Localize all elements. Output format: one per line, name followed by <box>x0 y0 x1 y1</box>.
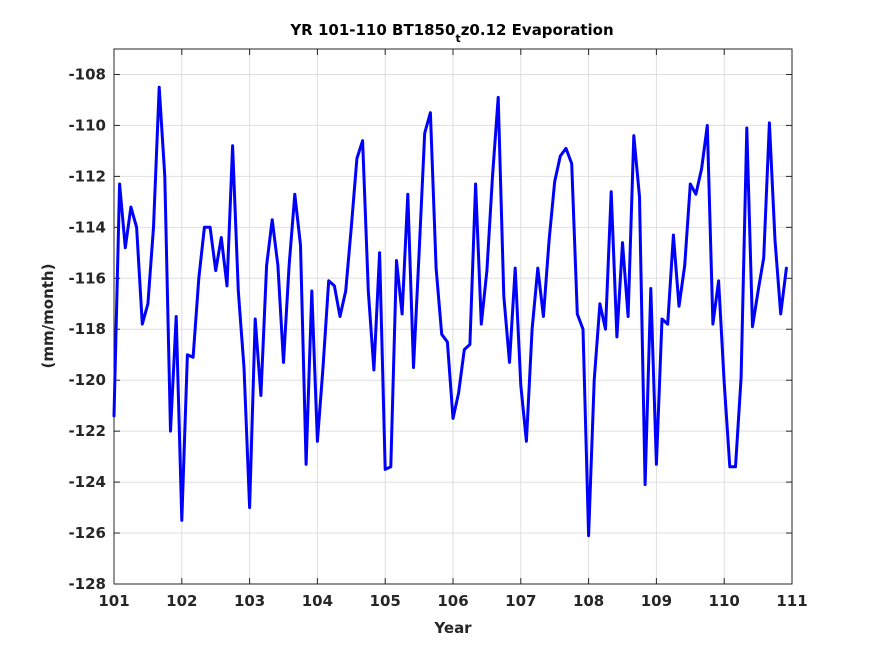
y-tick-label: -118 <box>68 320 106 338</box>
x-tick-label: 101 <box>98 592 129 610</box>
series-group <box>112 85 788 538</box>
y-tick-label: -110 <box>68 116 106 134</box>
y-axis: -128 -126 -124 -122 -120 -118 -116 -114 -112 -110… <box>68 65 792 593</box>
y-tick-label: -108 <box>68 65 106 83</box>
y-tick-label: -112 <box>68 167 106 185</box>
x-tick-label: 102 <box>166 592 197 610</box>
y-tick-label: -126 <box>68 524 106 542</box>
x-tick-label: 103 <box>234 592 265 610</box>
grid <box>113 49 793 585</box>
x-axis-label: Year <box>433 619 472 637</box>
y-tick-label: -116 <box>68 269 106 287</box>
x-tick-label: 108 <box>573 592 604 610</box>
x-tick-label: 109 <box>641 592 672 610</box>
x-tick-label: 105 <box>370 592 401 610</box>
x-tick-label: 110 <box>709 592 740 610</box>
x-tick-label: 104 <box>302 592 333 610</box>
x-tick-label: 107 <box>505 592 536 610</box>
x-tick-label: 111 <box>776 592 807 610</box>
y-tick-label: -128 <box>68 575 106 593</box>
y-tick-label: -124 <box>68 473 106 491</box>
y-tick-label: -120 <box>68 371 106 389</box>
x-axis: 101 102 103 104 105 106 107 108 109 110 111 <box>98 49 808 610</box>
chart-title: YR 101-110 BT1850tz0.12 Evaporation <box>289 21 613 45</box>
x-tick-label: 106 <box>437 592 468 610</box>
y-tick-label: -122 <box>68 422 106 440</box>
series-line <box>112 85 788 538</box>
y-axis-label: (mm/month) <box>39 264 57 369</box>
y-tick-label: -114 <box>68 218 106 236</box>
